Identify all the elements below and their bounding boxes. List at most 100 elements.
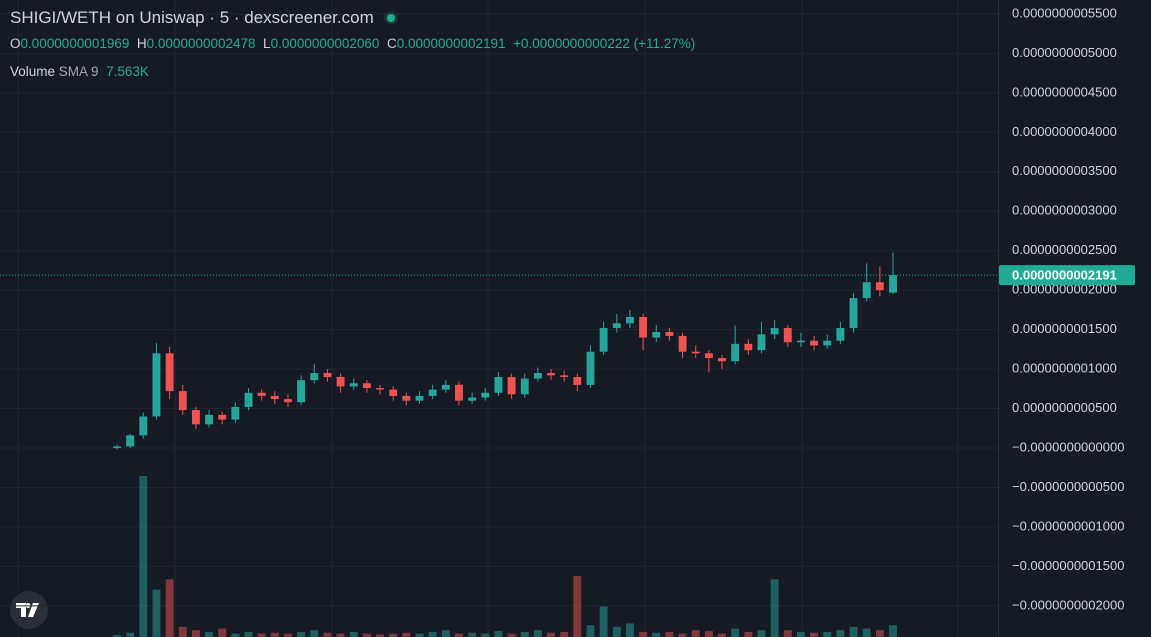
volume-label: Volume (10, 64, 56, 79)
volume-bar (665, 631, 674, 637)
volume-bar (862, 628, 871, 637)
volume-bar (139, 476, 148, 637)
volume-bar (599, 606, 608, 637)
y-tick-label: 0.0000000002500 (1012, 242, 1117, 257)
candle-body (599, 328, 608, 352)
volume-bar (849, 626, 858, 637)
volume-bar (507, 633, 516, 637)
y-tick-label: 0.0000000005500 (1012, 5, 1117, 20)
candle-body (205, 414, 214, 425)
volume-bars (113, 476, 897, 637)
volume-bar (297, 631, 306, 637)
volume-bar (626, 623, 634, 637)
candle-body (284, 399, 292, 403)
v-grid (17, 0, 959, 637)
candle-body (455, 384, 463, 401)
volume-bar (191, 630, 200, 637)
candle-body (323, 373, 332, 377)
candle-body (244, 392, 253, 407)
volume-bar (336, 633, 345, 637)
volume-bar (875, 630, 884, 637)
volume-bar (205, 631, 214, 637)
volume-bar (770, 579, 779, 637)
candle-body (402, 395, 411, 401)
candle-body (547, 373, 555, 376)
volume-bar (244, 631, 253, 637)
candle-body (297, 380, 306, 403)
volume-indicator: SMA 9 (58, 64, 99, 79)
candle-body (665, 331, 674, 336)
title-text: SHIGI/WETH on Uniswap · 5 · dexscreener.… (10, 8, 374, 27)
volume-bar (889, 625, 897, 637)
volume-bar (744, 631, 753, 637)
volume-bar (415, 633, 424, 637)
y-tick-label: −0.0000000000000 (1012, 439, 1124, 454)
volume-bar (178, 626, 187, 637)
candle-body (152, 353, 161, 417)
candle-body (875, 282, 884, 291)
volume-bar (573, 575, 582, 637)
y-tick-label: −0.0000000001000 (1012, 518, 1124, 533)
status-dot (384, 11, 398, 25)
candle-body (560, 375, 569, 377)
candle-body (415, 395, 424, 401)
candle-body (533, 373, 542, 379)
y-tick-label: −0.0000000000500 (1012, 479, 1124, 494)
candle-body (494, 376, 503, 393)
ohlc-legend: O0.0000000001969 H0.0000000002478 L0.000… (10, 36, 695, 51)
candle-body (389, 389, 398, 396)
logo-glyph (16, 603, 39, 617)
volume-legend: Volume SMA 9 7.563K (10, 64, 149, 79)
volume-bar (810, 632, 819, 637)
candle-body (310, 373, 319, 381)
candle-body (652, 331, 661, 338)
ohlc-value: 0.0000000001969 (20, 36, 130, 51)
candle-body (441, 384, 450, 390)
candle-body (744, 343, 753, 351)
candle-body (468, 397, 477, 401)
candle-body (270, 395, 279, 400)
volume-bar (520, 631, 529, 637)
candle-body (586, 351, 595, 385)
candle-body (349, 383, 358, 387)
y-tick-label: 0.0000000005000 (1012, 45, 1117, 60)
volume-bar (481, 633, 490, 637)
candle-body (731, 343, 740, 362)
y-tick-label: −0.0000000001500 (1012, 558, 1124, 573)
candle-body (113, 446, 121, 448)
candles (113, 252, 897, 450)
volume-bar (389, 633, 398, 637)
candle-body (139, 416, 148, 436)
volume-bar (126, 632, 135, 637)
volume-bar (823, 631, 832, 637)
volume-bar (113, 634, 121, 637)
candle-body (810, 340, 819, 346)
y-tick-label: 0.0000000000500 (1012, 400, 1117, 415)
y-tick-label: 0.0000000003000 (1012, 203, 1117, 218)
volume-bar (678, 633, 687, 637)
change-pct: (+11.27%) (633, 36, 696, 51)
candle-body (823, 340, 832, 346)
ohlc-value: 0.0000000002060 (270, 36, 380, 51)
logo-bg (10, 591, 48, 629)
y-tick-label: 0.0000000003500 (1012, 163, 1117, 178)
volume-bar (376, 634, 384, 637)
ohlc-value: 0.0000000002478 (146, 36, 256, 51)
volume-bar (349, 631, 358, 637)
volume-bar (704, 631, 713, 637)
candle-body (678, 335, 687, 352)
candle-body (126, 435, 135, 447)
volume-bar (284, 633, 292, 637)
candle-body (849, 298, 858, 329)
volume-bar (612, 626, 621, 637)
candle-body (836, 328, 845, 341)
candle-body (691, 351, 700, 354)
volume-bar (533, 630, 542, 637)
tradingview-logo (10, 591, 48, 629)
candle-body (376, 388, 384, 390)
volume-bar (441, 630, 450, 637)
volume-bar (218, 628, 227, 637)
volume-bar (310, 630, 319, 637)
y-tick-label: 0.0000000001500 (1012, 321, 1117, 336)
candle-body (612, 323, 621, 329)
